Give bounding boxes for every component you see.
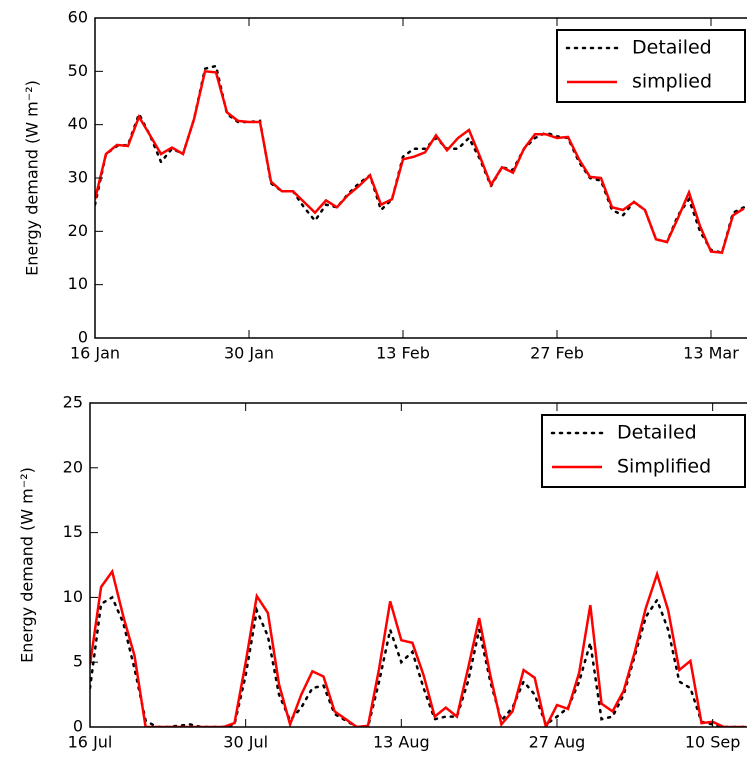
y-tick-label: 10 — [68, 274, 88, 293]
x-tick-label: 27 Aug — [529, 733, 586, 752]
y-tick-label: 20 — [68, 221, 88, 240]
y-tick-label: 25 — [63, 393, 83, 412]
legend-label: Simplified — [617, 456, 711, 478]
y-tick-label: 0 — [78, 328, 88, 347]
legend-label: Detailed — [617, 422, 697, 444]
x-tick-label: 13 Feb — [376, 344, 430, 363]
series-line — [95, 69, 745, 255]
y-tick-label: 0 — [73, 717, 83, 736]
legend-label: simplied — [632, 71, 712, 93]
x-tick-label: 10 Sep — [685, 733, 741, 752]
x-tick-label: 30 Jul — [223, 733, 268, 752]
y-axis-label: Energy demand (W m⁻²) — [23, 80, 42, 276]
x-tick-label: 16 Jul — [68, 733, 113, 752]
x-tick-label: 13 Aug — [373, 733, 430, 752]
x-tick-label: 27 Feb — [530, 344, 584, 363]
y-tick-label: 30 — [68, 168, 88, 187]
y-tick-label: 20 — [63, 457, 83, 476]
y-tick-label: 60 — [68, 8, 88, 27]
y-axis-label: Energy demand (W m⁻²) — [18, 467, 37, 663]
x-tick-label: 30 Jan — [224, 344, 274, 363]
y-tick-label: 15 — [63, 522, 83, 541]
x-tick-label: 16 Jan — [70, 344, 120, 363]
legend-box — [541, 414, 746, 488]
legend-label: Detailed — [632, 37, 712, 59]
legend-box — [556, 29, 746, 103]
y-tick-label: 10 — [63, 587, 83, 606]
y-tick-label: 40 — [68, 114, 88, 133]
y-tick-label: 50 — [68, 61, 88, 80]
y-tick-label: 5 — [73, 652, 83, 671]
axes-frame — [89, 402, 747, 728]
x-tick-label: 13 Mar — [683, 344, 739, 363]
series-line — [90, 568, 746, 727]
